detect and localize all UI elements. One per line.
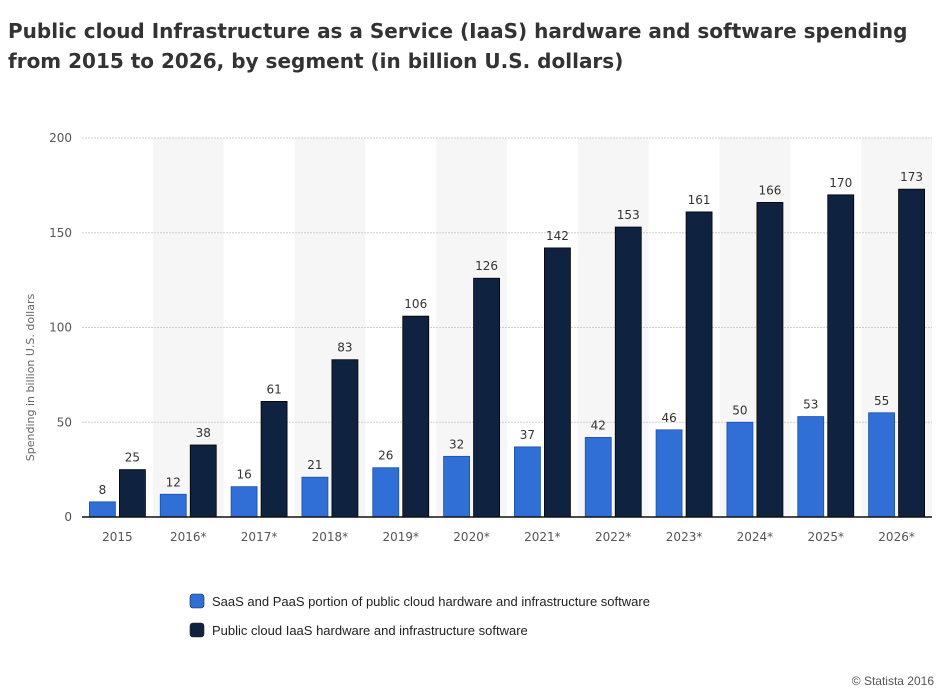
- data-label: 170: [829, 176, 852, 190]
- bar: [473, 277, 500, 518]
- bar: [119, 469, 146, 518]
- x-tick-label: 2017*: [241, 530, 278, 544]
- data-label: 42: [591, 418, 606, 432]
- bar: [372, 467, 400, 518]
- data-label: 106: [404, 297, 427, 311]
- bar: [443, 455, 470, 518]
- data-label: 32: [449, 437, 464, 451]
- bar: [868, 412, 895, 518]
- bar: [685, 211, 713, 518]
- bar: [331, 359, 359, 518]
- y-tick-label: 50: [57, 415, 72, 429]
- data-label: 26: [378, 449, 393, 463]
- legend-swatch: [189, 622, 205, 638]
- x-tick-label: 2021*: [524, 530, 561, 544]
- bar: [189, 444, 217, 518]
- data-label: 55: [874, 394, 889, 408]
- data-label: 126: [475, 259, 498, 273]
- y-tick-label: 100: [49, 321, 72, 335]
- data-label: 161: [688, 193, 711, 207]
- x-tick-label: 2023*: [666, 530, 703, 544]
- bar: [301, 476, 329, 518]
- x-tick-label: 2022*: [595, 530, 632, 544]
- data-label: 46: [661, 411, 676, 425]
- x-tick-label: 2018*: [312, 530, 349, 544]
- data-label: 173: [900, 170, 923, 184]
- bar: [614, 226, 642, 518]
- y-axis-label: Spending in billion U.S. dollars: [24, 294, 37, 462]
- bar: [260, 401, 288, 518]
- x-tick-label: 2020*: [453, 530, 490, 544]
- data-label: 21: [307, 458, 322, 472]
- data-label: 16: [236, 468, 251, 482]
- legend-swatch: [189, 593, 205, 609]
- x-tick-label: 2015: [102, 530, 133, 544]
- bar: [797, 416, 825, 518]
- bar: [827, 194, 855, 518]
- data-label: 53: [803, 398, 818, 412]
- data-label: 166: [758, 183, 781, 197]
- bar: [584, 437, 612, 518]
- data-label: 83: [337, 341, 352, 355]
- x-tick-label: 2024*: [737, 530, 774, 544]
- bar: [544, 247, 571, 518]
- y-tick-label: 0: [64, 510, 72, 524]
- x-tick-label: 2016*: [170, 530, 207, 544]
- x-tick-label: 2019*: [382, 530, 419, 544]
- legend-label: SaaS and PaaS portion of public cloud ha…: [212, 594, 650, 609]
- bar: [655, 429, 683, 518]
- bar: [898, 188, 925, 518]
- x-tick-label: 2026*: [878, 530, 915, 544]
- bar: [726, 421, 754, 518]
- chart-title: Public cloud Infrastructure as a Service…: [8, 19, 908, 73]
- x-tick-label: 2025*: [807, 530, 844, 544]
- bar: [89, 501, 116, 518]
- source-credit: © Statista 2016: [851, 674, 934, 688]
- bar: [402, 315, 430, 518]
- y-tick-label: 200: [49, 131, 72, 145]
- bar: [230, 486, 258, 518]
- data-label: 153: [617, 208, 640, 222]
- data-label: 8: [99, 483, 107, 497]
- data-label: 61: [266, 382, 281, 396]
- legend-label: Public cloud IaaS hardware and infrastru…: [212, 623, 528, 638]
- data-label: 37: [520, 428, 535, 442]
- data-label: 38: [196, 426, 211, 440]
- bar: [756, 202, 784, 518]
- data-label: 12: [166, 475, 181, 489]
- data-label: 142: [546, 229, 569, 243]
- bar: [514, 446, 541, 518]
- data-label: 50: [732, 403, 747, 417]
- y-tick-label: 150: [49, 226, 72, 240]
- bar: [159, 493, 187, 518]
- data-label: 25: [125, 451, 140, 465]
